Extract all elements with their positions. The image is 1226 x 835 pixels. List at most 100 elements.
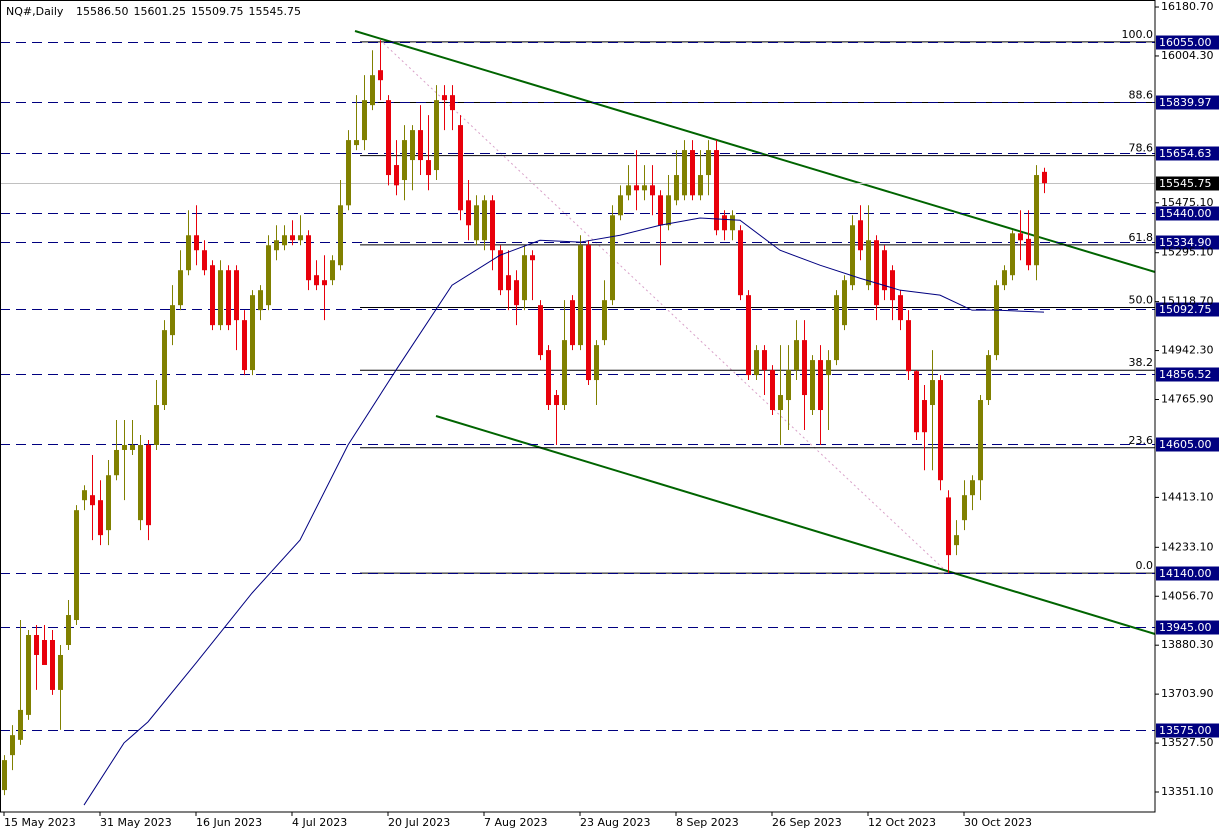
fib-label: 78.6	[1129, 142, 1154, 155]
candle-body	[290, 235, 295, 241]
candle-body	[66, 615, 71, 645]
candle-body	[186, 235, 191, 271]
candle-body	[1002, 270, 1007, 286]
candle-body	[90, 495, 95, 506]
candle-body	[298, 235, 303, 241]
x-tick-label: 4 Jul 2023	[292, 816, 347, 829]
header-value: 15545.75	[249, 5, 302, 18]
candle-body	[458, 125, 463, 211]
level-label: 14856.52	[1159, 368, 1212, 381]
candle-body	[354, 140, 359, 146]
candle-body	[266, 245, 271, 306]
candle-body	[906, 320, 911, 372]
candle-body	[154, 405, 159, 445]
candle-body	[362, 100, 367, 141]
candle-body	[450, 95, 455, 111]
y-tick-label: 14056.70	[1161, 589, 1214, 602]
level-label: 16055.00	[1159, 36, 1212, 49]
candle-body	[50, 640, 55, 690]
candle-body	[818, 360, 823, 411]
candle-body	[434, 100, 439, 171]
y-tick-label: 13527.50	[1161, 736, 1214, 749]
candle-body	[402, 140, 407, 181]
candle-body	[274, 240, 279, 251]
level-label: 15092.75	[1159, 303, 1212, 316]
candle-body	[706, 150, 711, 176]
y-tick-label: 13880.30	[1161, 638, 1214, 651]
level-label: 14140.00	[1159, 567, 1212, 580]
candle-body	[338, 205, 343, 266]
level-label: 15440.00	[1159, 207, 1212, 220]
candle-body	[18, 709, 23, 740]
level-label: 15334.90	[1159, 236, 1212, 249]
candle-body	[986, 355, 991, 401]
candle-body	[122, 444, 127, 450]
candle-body	[466, 200, 471, 226]
level-box	[1156, 206, 1219, 221]
candle-body	[546, 350, 551, 406]
candle-body	[314, 275, 319, 286]
candle-body	[378, 70, 383, 81]
candle-body	[746, 295, 751, 376]
candle-body	[682, 150, 687, 196]
plot	[2, 40, 1047, 806]
level-label: 13945.00	[1159, 621, 1212, 634]
candle-body	[258, 290, 263, 311]
y-tick-label: 13351.10	[1161, 785, 1214, 798]
x-tick-label: 23 Aug 2023	[580, 816, 650, 829]
x-tick-label: 7 Aug 2023	[484, 816, 547, 829]
candle-body	[234, 270, 239, 321]
candle-body	[866, 240, 871, 286]
candle-body	[826, 360, 831, 376]
candle-body	[738, 230, 743, 296]
candle-body	[130, 444, 135, 450]
candle-body	[642, 185, 647, 191]
candle-body	[226, 270, 231, 326]
x-tick-label: 12 Oct 2023	[868, 816, 936, 829]
header-value: 15509.75	[191, 5, 244, 18]
level-box	[1156, 146, 1219, 161]
candle-body	[730, 215, 735, 231]
candle-body	[650, 185, 655, 196]
x-tick-label: 16 Jun 2023	[196, 816, 262, 829]
candle-body	[522, 255, 527, 301]
candle-body	[1042, 171, 1047, 184]
x-tick-label: 20 Jul 2023	[388, 816, 450, 829]
level-box	[1156, 437, 1219, 452]
x-tick-label: 26 Sep 2023	[772, 816, 842, 829]
trend-line-lower	[435, 415, 1156, 635]
candle-body	[106, 475, 111, 531]
candle-body	[874, 240, 879, 306]
candle-body	[594, 345, 599, 381]
candle-body	[194, 235, 199, 251]
candle-body	[578, 245, 583, 346]
x-tick-label: 8 Sep 2023	[676, 816, 739, 829]
candle-body	[898, 295, 903, 321]
plot-border	[0, 0, 1156, 813]
candle-body	[242, 320, 247, 371]
candle-body	[930, 380, 935, 406]
candle-body	[10, 735, 15, 756]
candle-body	[1010, 233, 1015, 276]
levels: 100.0 88.6 78.6 61.8 50.0 38.2 23.6 0.0	[0, 28, 1155, 731]
candle-body	[970, 480, 975, 496]
level-box	[1156, 723, 1219, 738]
candle-body	[218, 270, 223, 326]
level-box	[1156, 367, 1219, 382]
candle-body	[882, 250, 887, 291]
level-label: 13575.00	[1159, 724, 1212, 737]
candle-body	[586, 245, 591, 381]
candle-body	[794, 340, 799, 371]
candle-body	[850, 225, 855, 286]
candle-body	[722, 215, 727, 231]
candle-body	[714, 150, 719, 231]
candle-body	[34, 635, 39, 655]
header-ohlc: 15586.50 15601.25 15509.75 15545.75	[76, 5, 301, 18]
level-box	[1156, 35, 1219, 50]
candle-body	[834, 295, 839, 361]
symbol: NQ#,Daily	[6, 5, 64, 18]
fib-label: 61.8	[1129, 231, 1154, 244]
candle-body	[250, 295, 255, 371]
candle-body	[914, 371, 919, 433]
